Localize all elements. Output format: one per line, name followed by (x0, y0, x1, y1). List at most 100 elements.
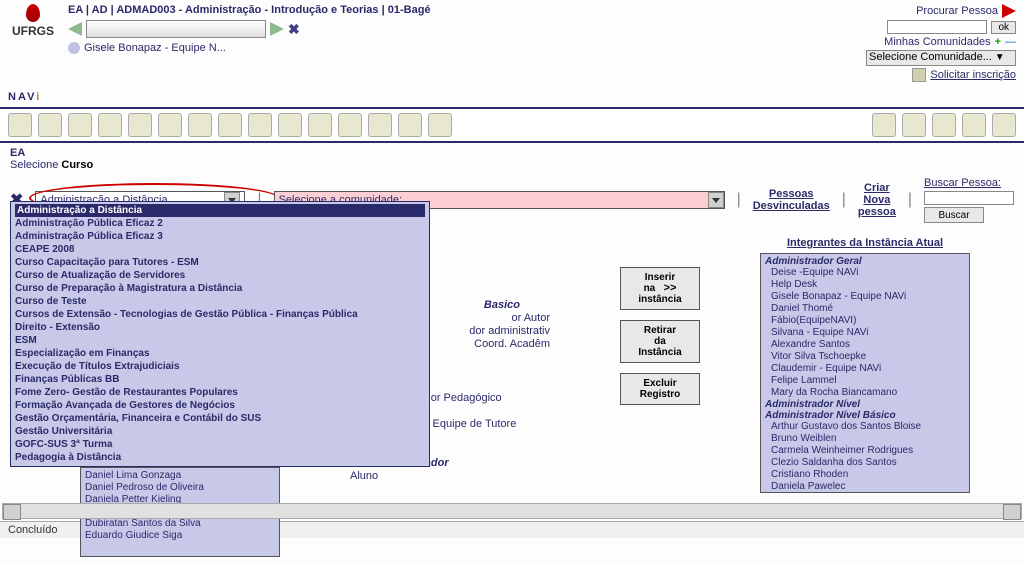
user-name: Gisele Bonapaz - Equipe N... (84, 42, 226, 54)
tool-check-icon[interactable] (158, 113, 182, 137)
role-item[interactable]: Aluno (350, 470, 560, 483)
tool-chart-icon[interactable] (872, 113, 896, 137)
member-item[interactable]: Carmela Weinheimer Rodrigues (765, 445, 965, 457)
dropdown-item[interactable]: Cursos de Extensão - Tecnologias de Gest… (15, 308, 425, 321)
envelope-icon (912, 68, 926, 82)
dropdown-item[interactable]: GOFC-SUS 3ª Turma (15, 438, 425, 451)
search-person-input[interactable] (887, 20, 987, 34)
tool-clipboard-icon[interactable] (188, 113, 212, 137)
tool-news-icon[interactable] (278, 113, 302, 137)
tool-graph-icon[interactable] (902, 113, 926, 137)
course-dropdown-list[interactable]: Administração a DistânciaAdministração P… (10, 201, 430, 467)
dropdown-item[interactable]: Curso de Teste (15, 295, 425, 308)
member-item[interactable]: Cristiano Rhoden (765, 469, 965, 481)
dropdown-item[interactable]: Curso de Atualização de Servidores (15, 269, 425, 282)
member-item[interactable]: Claudemir - Equipe NAVi (765, 363, 965, 375)
tool-wrench-icon[interactable] (932, 113, 956, 137)
list-item[interactable]: Dubiratan Santos da Silva (85, 518, 275, 530)
logout-icon[interactable] (1002, 4, 1016, 18)
my-communities-label: Minhas Comunidades (884, 36, 990, 48)
members-list[interactable]: Administrador Geral Deise -Equipe NAViHe… (760, 253, 970, 493)
dropdown-item[interactable]: Administração a Distância (15, 204, 425, 217)
tool-coffee-icon[interactable] (308, 113, 332, 137)
dropdown-item[interactable]: Direito - Extensão (15, 321, 425, 334)
nav-fwd-icon[interactable] (270, 22, 284, 36)
community-select[interactable]: Selecione Comunidade... ▼ (866, 50, 1016, 66)
dropdown-item[interactable]: Especialização em Finanças (15, 347, 425, 360)
remove-button[interactable]: RetirardaInstância (620, 320, 700, 363)
tool-badge-icon[interactable] (368, 113, 392, 137)
tool-people-icon[interactable] (68, 113, 92, 137)
chevron-down-icon[interactable] (708, 192, 724, 208)
members-title: Integrantes da Instância Atual (760, 237, 970, 249)
member-item[interactable]: Vitor Silva Tschoepke (765, 351, 965, 363)
dropdown-item[interactable]: Finanças Públicas BB (15, 373, 425, 386)
search-person-label: Procurar Pessoa (916, 5, 998, 17)
dropdown-item[interactable]: Execução de Títulos Extrajudiciais (15, 360, 425, 373)
member-item[interactable]: Daniela Pawelec (765, 481, 965, 493)
members-hdr-nivel: Administrador Nível (765, 399, 965, 410)
create-person-link[interactable]: CriarNovapessoa (858, 182, 896, 218)
member-item[interactable]: Daniel Thomé (765, 303, 965, 315)
tool-hand-icon[interactable] (8, 113, 32, 137)
dropdown-item[interactable]: Administração Pública Eficaz 3 (15, 230, 425, 243)
tool-docs-icon[interactable] (38, 113, 62, 137)
member-item[interactable]: Arthur Gustavo dos Santos Bloise (765, 421, 965, 433)
close-icon[interactable]: ✖ (288, 21, 300, 38)
member-item[interactable]: Alexandre Santos (765, 339, 965, 351)
navi-logo: NAVi (8, 84, 41, 105)
dropdown-item[interactable]: Gestão Universitária (15, 425, 425, 438)
dropdown-item[interactable]: Fome Zero- Gestão de Restaurantes Popula… (15, 386, 425, 399)
plus-icon[interactable]: + (995, 36, 1001, 48)
dropdown-item[interactable]: ESM (15, 334, 425, 347)
tool-archive-icon[interactable] (428, 113, 452, 137)
tool-edit-icon[interactable] (98, 113, 122, 137)
dropdown-item[interactable]: Pedagogia à Distância (15, 451, 425, 464)
member-item[interactable]: Deise -Equipe NAVi (765, 267, 965, 279)
list-item[interactable]: Daniel Lima Gonzaga (85, 470, 275, 482)
members-hdr-basico: Administrador Nível Básico (765, 410, 965, 421)
member-item[interactable]: Gisele Bonapaz - Equipe NAVi (765, 291, 965, 303)
tool-help-icon[interactable] (992, 113, 1016, 137)
dropdown-item[interactable]: Gestão Orçamentária, Financeira e Contáb… (15, 412, 425, 425)
member-item[interactable]: Silvana - Equipe NAVi (765, 327, 965, 339)
select-course-label: Selecione Curso (10, 159, 1014, 171)
member-item[interactable]: Fábio(EquipeNAVI) (765, 315, 965, 327)
search-person-label2: Buscar Pessoa: (924, 177, 1014, 189)
member-item[interactable]: Help Desk (765, 279, 965, 291)
delete-button[interactable]: ExcluirRegistro (620, 373, 700, 405)
search-person-input2[interactable] (924, 191, 1014, 205)
tool-mail-icon[interactable] (398, 113, 422, 137)
separator: | (737, 191, 741, 209)
member-item[interactable]: Bruno Weiblen (765, 433, 965, 445)
tool-calendar-icon[interactable] (248, 113, 272, 137)
tool-anchor-icon[interactable] (962, 113, 986, 137)
dropdown-item[interactable]: Curso de Preparação à Magistratura a Dis… (15, 282, 425, 295)
separator: | (842, 191, 846, 209)
unlinked-people-link[interactable]: PessoasDesvinculadas (753, 188, 830, 212)
ea-label: EA (10, 147, 1014, 159)
tool-notepad-icon[interactable] (338, 113, 362, 137)
logo-text: UFRGS (12, 24, 54, 38)
dropdown-item[interactable]: Administração Pública Eficaz 2 (15, 217, 425, 230)
list-item[interactable]: Eduardo Giudice Siga (85, 530, 275, 542)
user-icon (68, 42, 80, 54)
horizontal-scrollbar[interactable] (2, 503, 1022, 519)
list-item[interactable]: Daniel Pedroso de Oliveira (85, 482, 275, 494)
ok-button[interactable]: ok (991, 21, 1016, 34)
tool-note-icon[interactable] (128, 113, 152, 137)
breadcrumb: EA | AD | ADMAD003 - Administração - Int… (68, 4, 846, 16)
dropdown-item[interactable]: Curso Capacitação para Tutores - ESM (15, 256, 425, 269)
member-item[interactable]: Mary da Rocha Biancamano (765, 387, 965, 399)
insert-button[interactable]: Inserirna >>instância (620, 267, 700, 310)
dropdown-item[interactable]: Formação Avançada de Gestores de Negócio… (15, 399, 425, 412)
dropdown-item[interactable]: CEAPE 2008 (15, 243, 425, 256)
request-enroll-link[interactable]: Solicitar inscrição (846, 68, 1016, 82)
address-box[interactable] (86, 20, 266, 38)
minus-icon[interactable]: — (1005, 36, 1016, 48)
search-button[interactable]: Buscar (924, 207, 984, 223)
member-item[interactable]: Clezio Saldanha dos Santos (765, 457, 965, 469)
nav-back-icon[interactable] (68, 22, 82, 36)
member-item[interactable]: Felipe Lammel (765, 375, 965, 387)
tool-book-icon[interactable] (218, 113, 242, 137)
